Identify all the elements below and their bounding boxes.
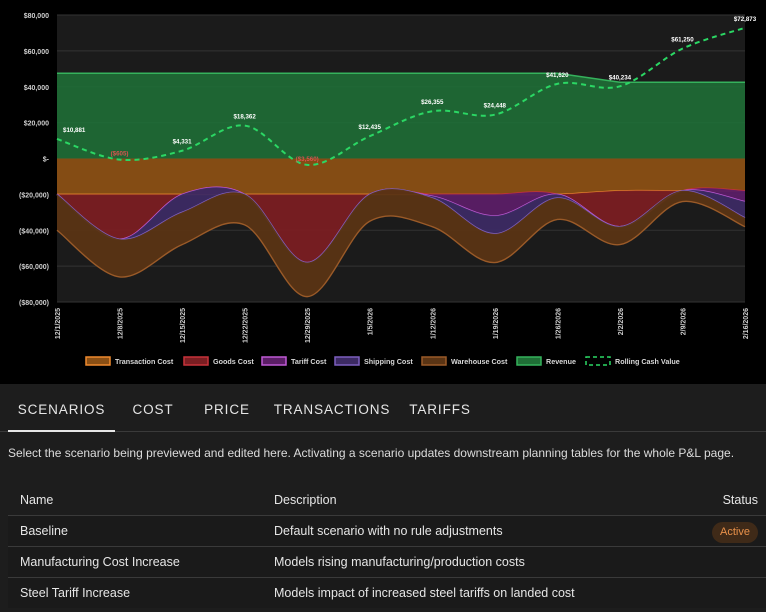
legend-label: Shipping Cost <box>364 357 413 366</box>
data-label: $12,435 <box>359 124 382 131</box>
y-tick-label: ($60,000) <box>19 264 49 271</box>
legend-swatch <box>421 356 447 366</box>
x-tick-label: 1/19/2026 <box>493 308 500 339</box>
pl-chart: $80,000 $60,000 $40,000 $20,000 $- ($20,000) (… <box>19 13 757 366</box>
x-tick-label: 1/5/2026 <box>368 308 375 335</box>
tab-tariffs[interactable]: TARIFFS <box>409 402 471 417</box>
table-row[interactable]: Baseline Default scenario with no rule a… <box>8 515 766 546</box>
y-tick-label: $80,000 <box>24 13 49 20</box>
data-label: ($605) <box>111 151 129 158</box>
row-status: Active <box>712 516 758 546</box>
legend-swatch <box>334 356 360 366</box>
revenue-line <box>57 72 745 84</box>
revenue-area <box>57 73 745 159</box>
x-tick-label: 12/22/2025 <box>243 308 250 343</box>
legend-swatch <box>261 356 287 366</box>
data-label: $72,873 <box>734 16 757 23</box>
data-label: $26,355 <box>421 99 444 106</box>
legend-swatch <box>585 356 611 366</box>
table-row[interactable]: Manufacturing Cost Increase Models risin… <box>8 546 766 577</box>
y-tick-label: $40,000 <box>24 85 49 92</box>
row-description: Models impact of increased steel tariffs… <box>274 586 575 600</box>
row-name: Baseline <box>20 524 68 538</box>
header-name: Name <box>20 493 54 507</box>
data-label: $40,234 <box>609 74 632 81</box>
scenario-description: Select the scenario being previewed and … <box>8 446 735 460</box>
legend-label: Rolling Cash Value <box>615 357 680 366</box>
table-row[interactable]: Steel Tariff Increase Models impact of i… <box>8 577 766 608</box>
row-description: Default scenario with no rule adjustment… <box>274 524 503 538</box>
x-tick-label: 1/12/2026 <box>430 308 437 339</box>
x-tick-label: 1/26/2026 <box>555 308 562 339</box>
data-label: $41,620 <box>546 72 569 79</box>
rolling-cash-line <box>56 26 746 166</box>
x-tick-label: 12/1/2025 <box>55 308 62 339</box>
table-header: Name Description Status <box>8 485 766 515</box>
row-name: Manufacturing Cost Increase <box>20 555 180 569</box>
goods-cost-area <box>57 187 745 263</box>
legend-label: Transaction Cost <box>115 357 174 366</box>
tab-cost[interactable]: COST <box>132 402 174 417</box>
y-tick-label: ($40,000) <box>19 228 49 235</box>
legend-swatch <box>516 356 542 366</box>
scenarios-table: Name Description Status Baseline Default… <box>8 485 766 608</box>
data-label: $10,881 <box>63 127 86 134</box>
legend-label: Goods Cost <box>213 357 254 366</box>
row-name: Steel Tariff Increase <box>20 586 131 600</box>
x-tick-label: 2/16/2026 <box>743 308 750 339</box>
data-label: ($3,560) <box>296 156 319 163</box>
header-status: Status <box>722 493 758 507</box>
tab-bar: SCENARIOS COST PRICE TRANSACTIONS TARIFF… <box>0 384 766 432</box>
data-label: $24,448 <box>484 103 507 110</box>
x-tick-label: 12/15/2025 <box>180 308 187 343</box>
header-description: Description <box>274 493 337 507</box>
warehouse-cost-line <box>56 200 746 298</box>
y-tick-label: $20,000 <box>24 121 49 128</box>
y-tick-label: ($80,000) <box>19 300 49 307</box>
legend-swatch <box>85 356 111 366</box>
y-tick-label: ($20,000) <box>19 192 49 199</box>
row-description: Models rising manufacturing/production c… <box>274 555 525 569</box>
x-tick-label: 2/9/2026 <box>680 308 687 335</box>
scenarios-panel: SCENARIOS COST PRICE TRANSACTIONS TARIFF… <box>0 384 766 612</box>
legend-label: Tariff Cost <box>291 357 327 366</box>
data-label: $18,362 <box>233 114 256 121</box>
tab-scenarios[interactable]: SCENARIOS <box>8 384 115 432</box>
y-tick-label: $60,000 <box>24 49 49 56</box>
legend-label: Revenue <box>546 357 576 366</box>
data-label: $61,250 <box>671 37 694 44</box>
x-tick-label: 12/29/2025 <box>305 308 312 343</box>
status-badge: Active <box>712 522 758 543</box>
legend-label: Warehouse Cost <box>451 357 508 366</box>
pl-chart-panel: $80,000 $60,000 $40,000 $20,000 $- ($20,000) (… <box>19 13 757 366</box>
transaction-cost-area <box>57 158 745 195</box>
data-label: $4,331 <box>173 139 192 146</box>
x-tick-label: 12/8/2025 <box>118 308 125 339</box>
tab-price[interactable]: PRICE <box>204 402 250 417</box>
legend-swatch <box>183 356 209 366</box>
x-tick-label: 2/2/2026 <box>618 308 625 335</box>
y-tick-label: $- <box>43 157 50 164</box>
tab-transactions[interactable]: TRANSACTIONS <box>273 402 391 417</box>
warehouse-cost-area <box>57 189 745 297</box>
